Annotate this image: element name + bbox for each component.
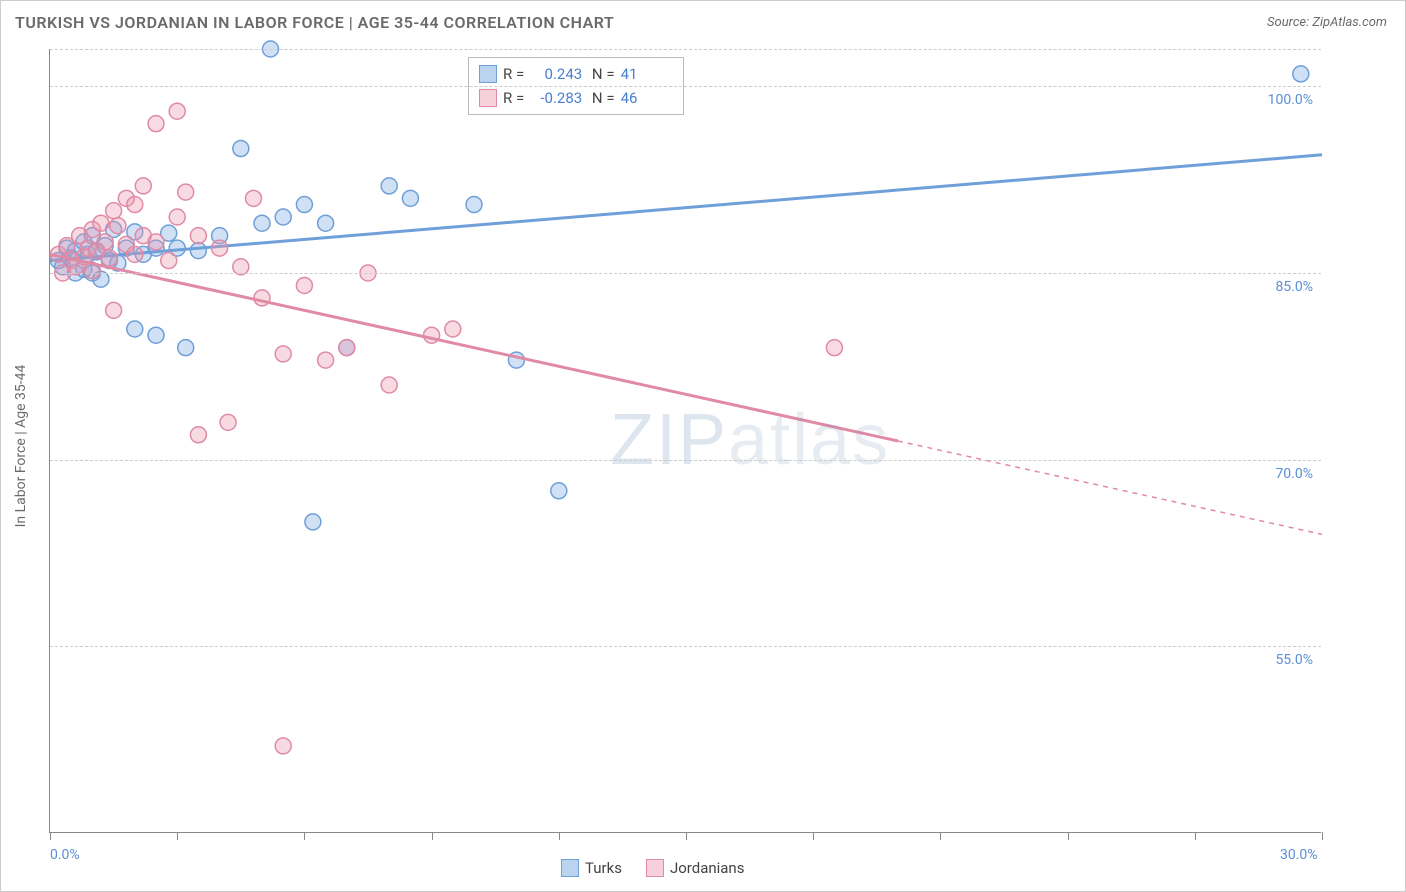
gridline xyxy=(50,273,1321,274)
data-point xyxy=(178,340,194,356)
regression-line-dashed xyxy=(898,441,1322,534)
x-tick-label: 30.0% xyxy=(1280,847,1318,863)
legend-label: Turks xyxy=(585,859,622,877)
data-point xyxy=(106,302,122,318)
data-point xyxy=(135,178,151,194)
data-point xyxy=(305,514,321,530)
data-point xyxy=(275,209,291,225)
chart-container: TURKISH VS JORDANIAN IN LABOR FORCE | AG… xyxy=(0,0,1406,892)
data-point xyxy=(402,190,418,206)
r-label: R = xyxy=(503,86,524,110)
data-point xyxy=(148,234,164,250)
x-tick xyxy=(813,832,814,840)
y-tick-label: 100.0% xyxy=(1268,92,1313,108)
data-point xyxy=(110,218,126,234)
legend-swatch xyxy=(479,65,497,83)
y-tick-label: 85.0% xyxy=(1275,279,1313,295)
y-tick-label: 55.0% xyxy=(1275,652,1313,668)
data-point xyxy=(220,414,236,430)
data-point xyxy=(190,243,206,259)
data-point xyxy=(233,141,249,157)
legend-label: Jordanians xyxy=(670,859,745,877)
data-point xyxy=(127,246,143,262)
bottom-legend-item: Turks xyxy=(561,859,622,877)
x-tick xyxy=(432,832,433,840)
bottom-legend-item: Jordanians xyxy=(646,859,745,877)
data-point xyxy=(127,321,143,337)
n-value: 41 xyxy=(621,62,673,86)
plot-area: ZIPatlas R =0.243 N =41R =-0.283 N =46 5… xyxy=(49,49,1321,833)
gridline xyxy=(50,49,1321,50)
plot-svg xyxy=(50,49,1321,832)
data-point xyxy=(127,197,143,213)
data-point xyxy=(339,340,355,356)
data-point xyxy=(93,215,109,231)
x-tick xyxy=(1195,832,1196,840)
n-label: N = xyxy=(588,62,614,86)
data-point xyxy=(445,321,461,337)
bottom-legend: Turks Jordanians xyxy=(561,859,744,877)
data-point xyxy=(97,234,113,250)
x-tick xyxy=(1068,832,1069,840)
r-value: 0.243 xyxy=(530,62,582,86)
r-label: R = xyxy=(503,62,524,86)
legend-swatch xyxy=(646,859,664,877)
n-value: 46 xyxy=(621,86,673,110)
data-point xyxy=(318,215,334,231)
r-value: -0.283 xyxy=(530,86,582,110)
stats-legend-row: R = -0.283 N = 46 xyxy=(479,86,673,110)
data-point xyxy=(161,253,177,269)
data-point xyxy=(296,197,312,213)
gridline xyxy=(50,646,1321,647)
data-point xyxy=(190,427,206,443)
data-point xyxy=(466,197,482,213)
data-point xyxy=(551,483,567,499)
data-point xyxy=(1293,66,1309,82)
x-tick xyxy=(50,832,51,840)
data-point xyxy=(178,184,194,200)
x-tick xyxy=(686,832,687,840)
gridline xyxy=(50,460,1321,461)
data-point xyxy=(318,352,334,368)
x-tick xyxy=(304,832,305,840)
data-point xyxy=(381,377,397,393)
data-point xyxy=(190,228,206,244)
data-point xyxy=(148,116,164,132)
data-point xyxy=(275,738,291,754)
data-point xyxy=(381,178,397,194)
data-point xyxy=(106,203,122,219)
chart-source: Source: ZipAtlas.com xyxy=(1267,15,1387,30)
data-point xyxy=(169,209,185,225)
legend-swatch xyxy=(561,859,579,877)
data-point xyxy=(148,327,164,343)
data-point xyxy=(254,215,270,231)
data-point xyxy=(826,340,842,356)
x-tick-label: 0.0% xyxy=(50,847,80,863)
x-tick xyxy=(1322,832,1323,840)
x-tick xyxy=(940,832,941,840)
x-tick xyxy=(177,832,178,840)
y-axis-label: In Labor Force | Age 35-44 xyxy=(13,365,29,528)
data-point xyxy=(246,190,262,206)
data-point xyxy=(169,103,185,119)
gridline xyxy=(50,86,1321,87)
legend-swatch xyxy=(479,89,497,107)
y-tick-label: 70.0% xyxy=(1275,466,1313,482)
chart-title: TURKISH VS JORDANIAN IN LABOR FORCE | AG… xyxy=(15,13,614,32)
x-tick xyxy=(559,832,560,840)
n-label: N = xyxy=(588,86,614,110)
data-point xyxy=(212,240,228,256)
data-point xyxy=(275,346,291,362)
data-point xyxy=(296,277,312,293)
stats-legend-row: R = 0.243 N = 41 xyxy=(479,62,673,86)
data-point xyxy=(101,250,117,266)
regression-line xyxy=(50,155,1322,261)
